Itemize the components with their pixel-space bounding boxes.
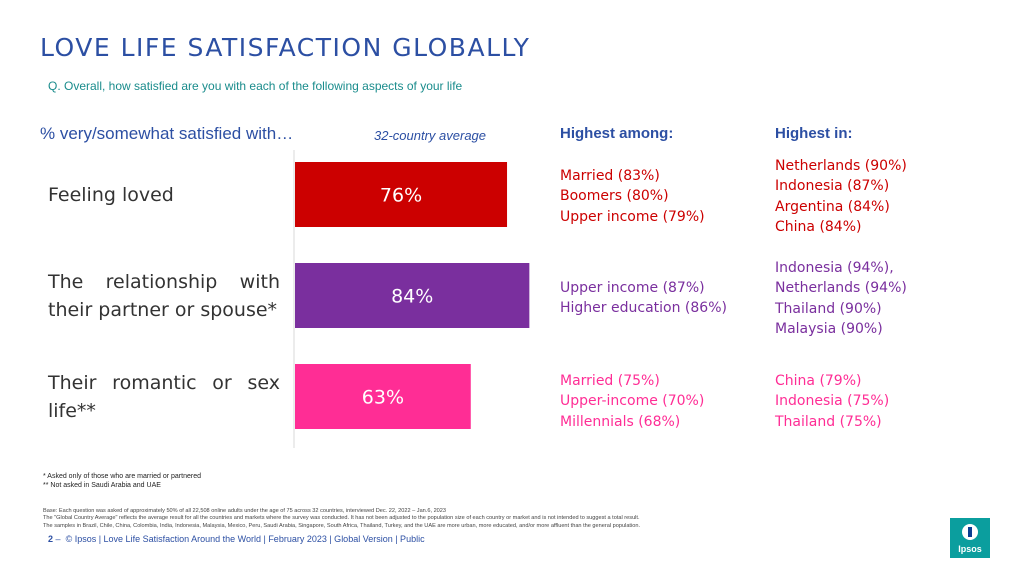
bar-value-label-2: 84% [391, 286, 433, 308]
footnotes: * Asked only of those who are married or… [43, 472, 201, 490]
in-list-row-2: Indonesia (94%), Netherlands (94%) Thail… [775, 258, 907, 340]
in-item: China (79%) [775, 373, 862, 389]
row-label-feeling-loved: Feeling loved [48, 184, 174, 206]
in-item: Indonesia (94%), [775, 260, 894, 276]
in-item: Indonesia (87%) [775, 178, 890, 195]
bar-value-label-1: 76% [380, 185, 422, 207]
among-list-row-2: Upper income (87%) Higher education (86%… [560, 278, 727, 319]
in-item: Indonesia (75%) [775, 393, 890, 410]
logo-text: Ipsos [958, 544, 982, 554]
bar-value-label-3: 63% [362, 387, 404, 409]
bar-3 [295, 364, 471, 429]
header-satisfied: % very/somewhat satisfied with… [40, 124, 294, 143]
header-highest-among: Highest among: [560, 125, 674, 142]
ipsos-logo: Ipsos [950, 518, 990, 558]
base-line: The "Global Country Average" reflects th… [43, 515, 640, 522]
in-item: Thailand (75%) [775, 413, 882, 430]
in-item: Malaysia (90%) [775, 321, 883, 338]
footnote: ** Not asked in Saudi Arabia and UAE [43, 482, 161, 489]
in-item: Netherlands (94%) [775, 280, 907, 297]
header-average: 32-country average [374, 128, 487, 143]
base-line: The samples in Brazil, Chile, China, Col… [43, 522, 641, 529]
base-line: Base: Each question was asked of approxi… [43, 508, 447, 514]
among-item: Millennials (68%) [560, 413, 681, 430]
footer-dash: – [55, 534, 61, 544]
in-list-row-1: Netherlands (90%) Indonesia (87%) Argent… [775, 156, 907, 238]
row-label-romantic-life: Their romantic or sex life** [48, 372, 280, 422]
question-text: Q. Overall, how satisfied are you with e… [48, 79, 463, 93]
in-item: Argentina (84%) [775, 198, 890, 215]
bar-2 [295, 263, 530, 328]
base-text: Base: Each question was asked of approxi… [43, 508, 943, 530]
among-item: Upper income (87%) [560, 280, 705, 296]
header-highest-in: Highest in: [775, 125, 853, 142]
footer: 2 – © Ipsos | Love Life Satisfaction Aro… [48, 534, 425, 544]
page-number: 2 [48, 534, 54, 544]
among-list-row-1: Married (83%) Boomers (80%) Upper income… [560, 166, 705, 227]
among-item: Married (75%) [560, 373, 660, 389]
in-item: Netherlands (90%) [775, 158, 907, 174]
in-list-row-3: China (79%) Indonesia (75%) Thailand (75… [775, 371, 889, 432]
bar-1 [295, 162, 508, 227]
among-item: Upper income (79%) [560, 208, 705, 225]
among-item: Upper-income (70%) [560, 393, 705, 410]
logo-mark-icon [962, 524, 978, 540]
row-label-relationship: The relationship with their partner or s… [48, 271, 280, 321]
footer-text: © Ipsos | Love Life Satisfaction Around … [65, 534, 425, 544]
among-item: Boomers (80%) [560, 188, 669, 205]
page-title: LOVE LIFE SATISFACTION GLOBALLY [40, 33, 531, 62]
among-list-row-3: Married (75%) Upper-income (70%) Millenn… [560, 371, 704, 432]
in-item: Thailand (90%) [775, 300, 882, 317]
among-item: Married (83%) [560, 168, 660, 184]
among-item: Higher education (86%) [560, 300, 727, 317]
footnote: * Asked only of those who are married or… [43, 473, 201, 480]
in-item: China (84%) [775, 219, 862, 236]
